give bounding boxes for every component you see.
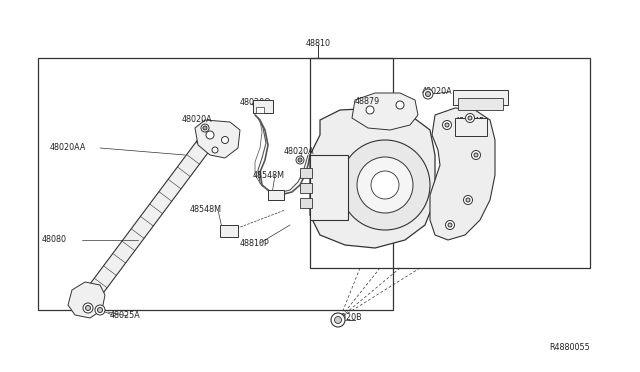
Circle shape [340, 140, 430, 230]
Text: 48020B: 48020B [332, 314, 363, 323]
Bar [300, 183, 312, 193]
Circle shape [206, 131, 214, 139]
Circle shape [86, 305, 90, 311]
Circle shape [472, 151, 481, 160]
Bar [455, 118, 487, 136]
Polygon shape [68, 282, 105, 318]
Bar [253, 100, 273, 113]
Circle shape [83, 303, 93, 313]
Circle shape [95, 305, 105, 315]
Polygon shape [430, 108, 495, 240]
Circle shape [335, 317, 342, 324]
Circle shape [426, 92, 431, 96]
Circle shape [97, 308, 102, 312]
Circle shape [465, 113, 474, 122]
Circle shape [466, 198, 470, 202]
Circle shape [445, 221, 454, 230]
Bar [458, 98, 503, 110]
Text: 48080: 48080 [42, 235, 67, 244]
Circle shape [371, 171, 399, 199]
Polygon shape [81, 125, 221, 305]
Text: 48964PA: 48964PA [462, 99, 497, 108]
Bar [310, 58, 590, 268]
Bar [256, 107, 264, 113]
Text: 48879: 48879 [355, 97, 380, 106]
Text: R4880055: R4880055 [549, 343, 590, 353]
Circle shape [396, 101, 404, 109]
Bar [453, 90, 508, 105]
Text: 48548M: 48548M [253, 170, 285, 180]
Circle shape [296, 156, 304, 164]
Text: 48964P: 48964P [455, 118, 485, 126]
Circle shape [442, 121, 451, 129]
Text: 48810: 48810 [305, 38, 330, 48]
Circle shape [201, 124, 209, 132]
Bar [300, 198, 312, 208]
Circle shape [298, 158, 302, 162]
Text: 48810P: 48810P [240, 238, 269, 247]
Circle shape [423, 89, 433, 99]
Text: 48020A: 48020A [422, 87, 452, 96]
Text: 48020A: 48020A [182, 115, 212, 125]
Circle shape [468, 116, 472, 120]
Circle shape [357, 157, 413, 213]
Text: 48025A: 48025A [110, 311, 141, 321]
Text: 48020AA: 48020AA [50, 144, 86, 153]
Polygon shape [352, 93, 418, 130]
Circle shape [212, 147, 218, 153]
Text: 48020A: 48020A [284, 148, 315, 157]
Polygon shape [310, 108, 435, 248]
Text: 48020Q: 48020Q [240, 99, 271, 108]
Bar [300, 168, 312, 178]
Bar [268, 190, 284, 200]
Bar [220, 225, 238, 237]
Circle shape [448, 223, 452, 227]
Circle shape [221, 137, 228, 144]
Circle shape [331, 313, 345, 327]
Circle shape [463, 196, 472, 205]
Circle shape [474, 153, 478, 157]
Polygon shape [195, 120, 240, 158]
Circle shape [366, 106, 374, 114]
Bar [310, 155, 348, 220]
Circle shape [445, 123, 449, 127]
Bar [38, 58, 393, 310]
Circle shape [203, 126, 207, 130]
Text: 48548M: 48548M [190, 205, 222, 215]
